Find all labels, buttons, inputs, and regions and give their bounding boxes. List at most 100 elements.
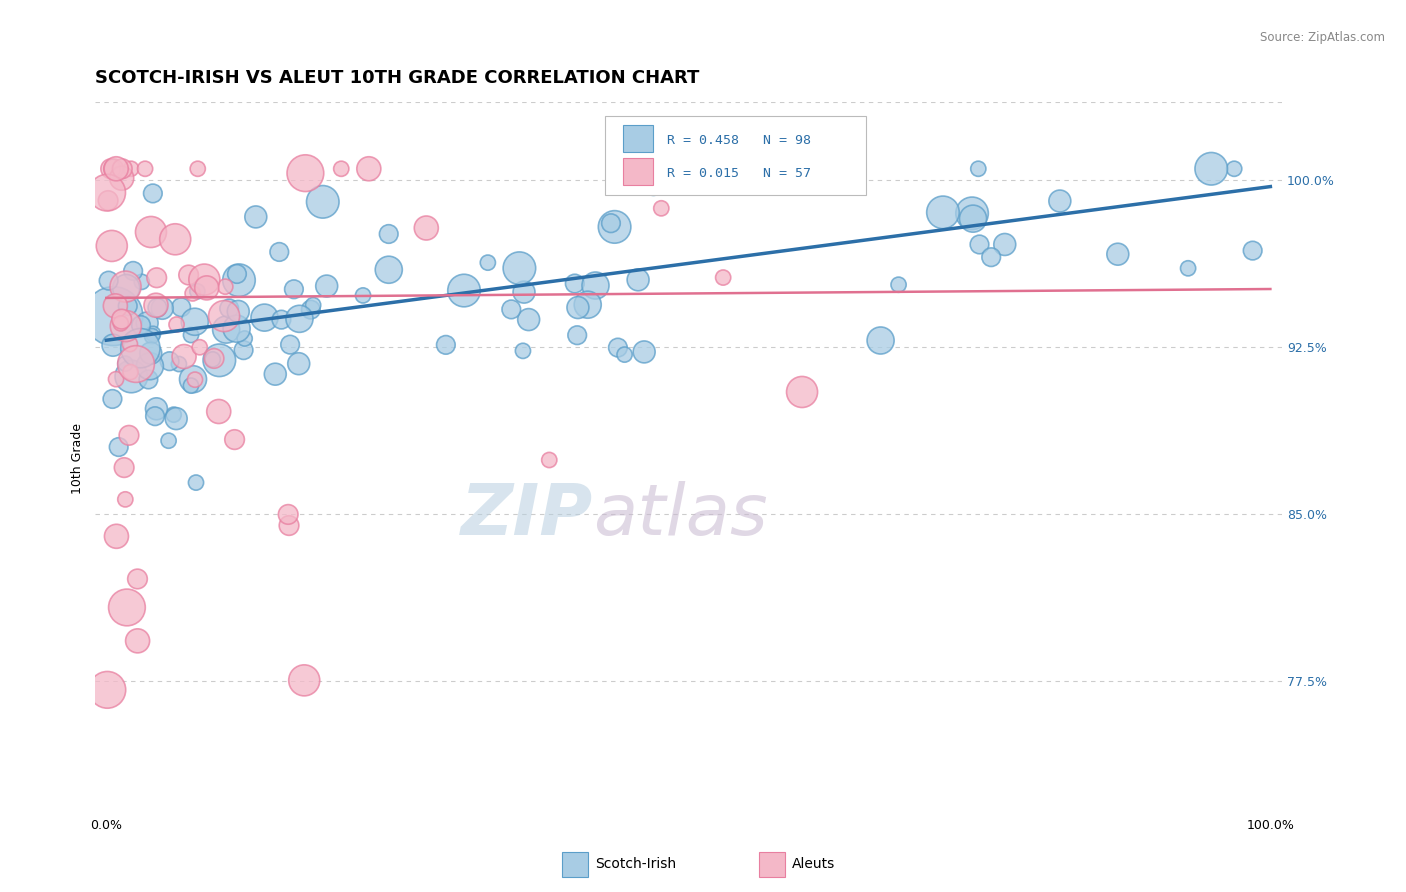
Point (184, 373, 207, 387)
Point (283, 282, 305, 296)
Point (564, 277, 586, 291)
Point (501, 302, 523, 317)
Y-axis label: 10th Grade: 10th Grade (72, 423, 84, 494)
Point (111, 312, 134, 326)
Point (143, 409, 166, 424)
Point (357, 161, 380, 176)
Point (1049, 194, 1071, 208)
Point (887, 277, 910, 292)
Point (141, 329, 163, 343)
Point (627, 273, 650, 287)
Point (212, 309, 235, 323)
Point (181, 372, 204, 386)
Point (962, 211, 984, 226)
Text: SCOTCH-IRISH VS ALEUT 10TH GRADE CORRELATION CHART: SCOTCH-IRISH VS ALEUT 10TH GRADE CORRELA… (94, 69, 699, 87)
Point (105, 372, 128, 386)
Point (120, 369, 142, 384)
Point (118, 337, 141, 351)
Text: ZIP: ZIP (461, 481, 593, 549)
Point (253, 310, 276, 325)
Text: R = 0.015   N = 57: R = 0.015 N = 57 (666, 168, 811, 180)
FancyBboxPatch shape (605, 116, 866, 194)
Point (150, 301, 173, 316)
Point (134, 161, 156, 176)
Point (177, 268, 200, 282)
Point (103, 161, 125, 176)
Point (932, 205, 955, 219)
Point (378, 262, 401, 277)
Point (980, 250, 1002, 264)
Point (129, 318, 152, 332)
Point (245, 210, 267, 224)
Point (233, 331, 256, 345)
Point (538, 453, 561, 467)
Point (100, 161, 122, 176)
Point (96, 186, 118, 200)
Point (208, 353, 231, 368)
Point (585, 278, 607, 293)
Point (228, 273, 250, 287)
Point (145, 298, 167, 312)
Point (278, 337, 301, 351)
Point (264, 367, 287, 381)
Point (567, 328, 589, 343)
Point (139, 346, 162, 360)
Point (115, 600, 138, 615)
Point (101, 338, 124, 352)
Point (277, 508, 299, 522)
Point (302, 298, 325, 312)
Point (1223, 161, 1246, 176)
Point (115, 281, 138, 295)
Point (103, 309, 125, 323)
Point (180, 328, 202, 343)
Point (453, 284, 475, 298)
Point (508, 261, 530, 276)
Point (145, 270, 167, 285)
Point (278, 518, 301, 533)
Point (269, 244, 291, 259)
Point (105, 161, 128, 176)
Point (1199, 161, 1222, 176)
Bar (623, 158, 652, 186)
Point (869, 334, 891, 348)
Point (139, 359, 162, 374)
Point (101, 392, 124, 406)
Point (193, 272, 215, 286)
Text: Scotch-Irish: Scotch-Irish (595, 857, 676, 871)
Point (136, 316, 159, 330)
Point (960, 206, 983, 220)
Point (214, 279, 236, 293)
Point (208, 404, 231, 418)
Point (700, 161, 723, 176)
Point (139, 225, 162, 239)
Point (232, 343, 254, 358)
Point (114, 319, 136, 334)
Point (114, 279, 136, 293)
Point (415, 221, 437, 235)
Point (129, 341, 152, 355)
Point (127, 633, 149, 648)
Point (181, 286, 204, 301)
Point (226, 267, 249, 281)
Point (512, 343, 534, 358)
Point (606, 341, 628, 355)
Point (165, 411, 187, 425)
Point (477, 255, 499, 269)
Point (131, 275, 153, 289)
Point (142, 326, 165, 341)
Point (967, 161, 990, 176)
Point (1177, 261, 1199, 276)
Point (226, 304, 249, 318)
Point (650, 202, 672, 216)
Point (994, 237, 1017, 252)
Point (120, 161, 142, 176)
Point (145, 401, 167, 416)
Point (643, 181, 665, 195)
Point (170, 300, 193, 314)
Point (165, 232, 187, 246)
Point (184, 475, 207, 490)
Point (159, 354, 181, 368)
Point (114, 357, 136, 371)
Point (603, 219, 626, 234)
Point (110, 317, 132, 331)
